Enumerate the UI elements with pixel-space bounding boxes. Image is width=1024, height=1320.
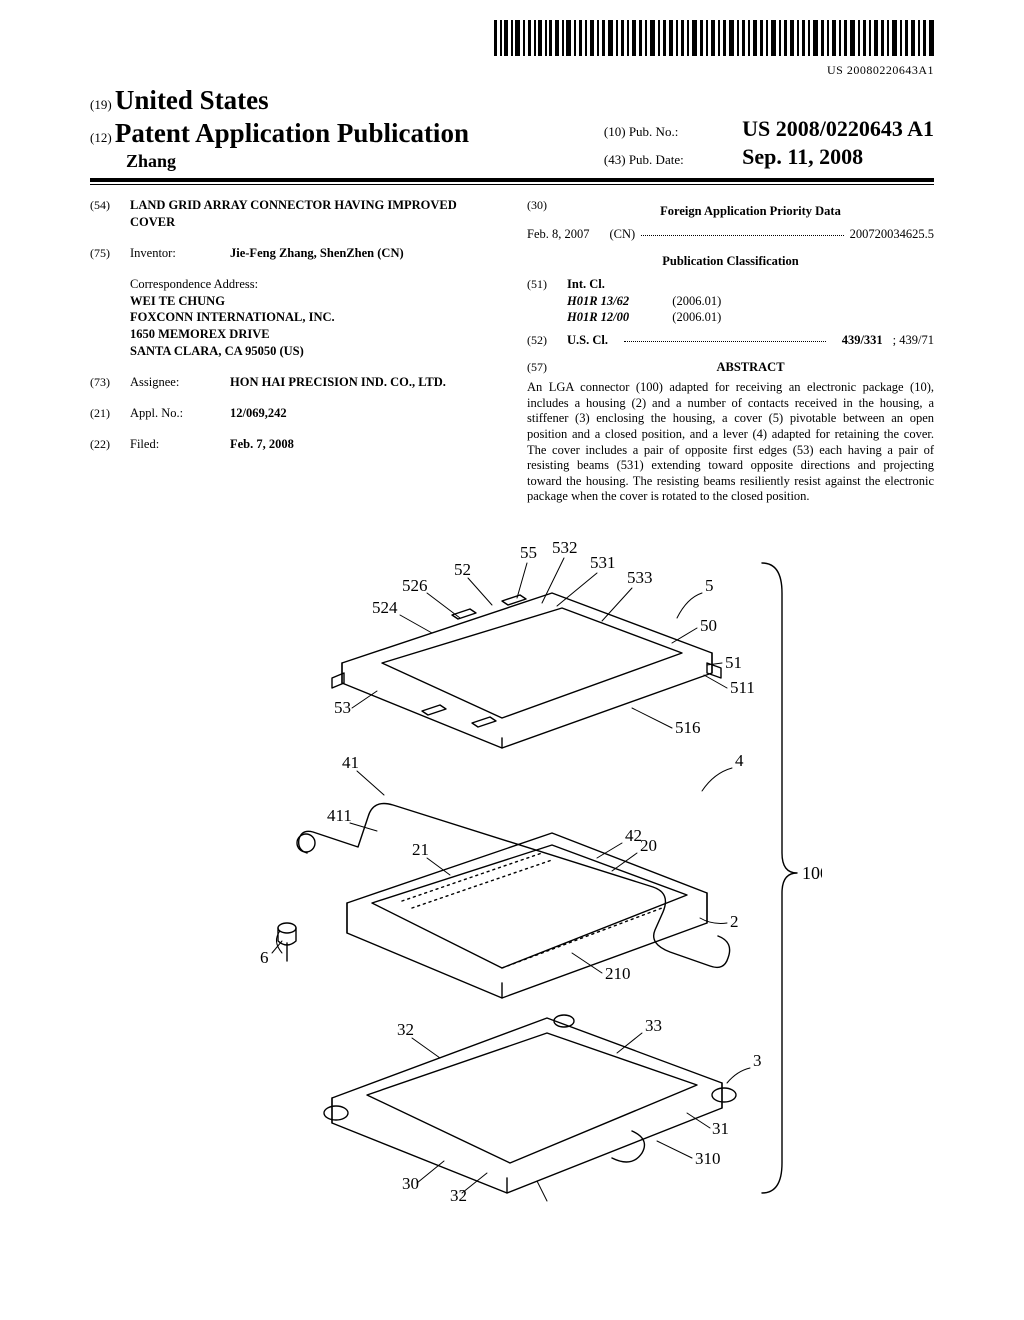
dotted-leader [641, 226, 843, 236]
code-43: (43) [604, 152, 626, 167]
svg-text:524: 524 [372, 598, 398, 617]
rule-thin [90, 184, 934, 185]
intcl-1-ver: (2006.01) [672, 294, 721, 308]
uscl-other: ; 439/71 [893, 332, 934, 349]
svg-text:532: 532 [552, 538, 578, 557]
assignee-label: Assignee: [130, 374, 220, 391]
svg-text:531: 531 [590, 553, 616, 572]
svg-text:6: 6 [260, 948, 269, 967]
code-21: (21) [90, 405, 120, 422]
code-54: (54) [90, 197, 120, 231]
svg-text:31: 31 [712, 1119, 729, 1138]
code-52: (52) [527, 332, 557, 349]
svg-text:511: 511 [730, 678, 755, 697]
biblio-right-column: (30) Foreign Application Priority Data F… [527, 197, 934, 505]
intcl-2-ver: (2006.01) [672, 310, 721, 324]
corr-line-3: 1650 MEMOREX DRIVE [130, 326, 497, 343]
inventor-label: Inventor: [130, 245, 220, 262]
correspondence-label: Correspondence Address: [130, 276, 497, 293]
abstract-text: An LGA connector (100) adapted for recei… [527, 380, 934, 505]
code-19: (19) [90, 97, 112, 112]
svg-text:55: 55 [520, 543, 537, 562]
author-name: Zhang [126, 151, 469, 172]
code-12: (12) [90, 130, 112, 145]
svg-text:32: 32 [397, 1020, 414, 1039]
svg-text:533: 533 [627, 568, 653, 587]
header-line-19: (19) United States [90, 85, 469, 116]
housing-part [347, 833, 707, 998]
uscl-label: U.S. Cl. [567, 332, 608, 349]
code-75: (75) [90, 245, 120, 262]
uscl-main: 439/331 [842, 332, 883, 349]
invention-title: LAND GRID ARRAY CONNECTOR HAVING IMPROVE… [130, 197, 497, 231]
svg-text:50: 50 [700, 616, 717, 635]
abstract-heading: ABSTRACT [567, 359, 934, 376]
svg-text:41: 41 [342, 753, 359, 772]
code-73: (73) [90, 374, 120, 391]
applno-value: 12/069,242 [230, 405, 497, 422]
applno-label: Appl. No.: [130, 405, 220, 422]
svg-text:3: 3 [753, 1051, 762, 1070]
code-30: (30) [527, 197, 557, 226]
pub-no: US 2008/0220643 A1 [742, 116, 934, 141]
filed-label: Filed: [130, 436, 220, 453]
corr-line-4: SANTA CLARA, CA 95050 (US) [130, 343, 497, 360]
svg-text:310: 310 [695, 1149, 721, 1168]
inventor-name: Jie-Feng Zhang, ShenZhen (CN) [230, 245, 497, 262]
filed-value: Feb. 7, 2008 [230, 436, 497, 453]
barcode: US 20080220643A1 [494, 20, 934, 78]
priority-number: 200720034625.5 [850, 226, 934, 243]
patent-figure: 100 [90, 523, 934, 1208]
code-51: (51) [527, 276, 557, 327]
dotted-leader-2 [624, 332, 826, 342]
priority-country: (CN) [610, 226, 636, 243]
pub-no-label: Pub. No.: [629, 124, 739, 140]
code-22: (22) [90, 436, 120, 453]
svg-text:53: 53 [334, 698, 351, 717]
barcode-region: US 20080220643A1 [90, 20, 934, 79]
ref-100: 100 [802, 863, 822, 883]
svg-text:52: 52 [454, 560, 471, 579]
intcl-2: H01R 12/00 [567, 310, 629, 324]
svg-text:30: 30 [402, 1174, 419, 1193]
pub-classification-heading: Publication Classification [527, 253, 934, 270]
pub-no-row: (10) Pub. No.: US 2008/0220643 A1 [604, 116, 934, 142]
rule-thick [90, 178, 934, 182]
priority-row: Feb. 8, 2007 (CN) 200720034625.5 [527, 226, 934, 243]
barcode-text: US 20080220643A1 [494, 63, 934, 78]
svg-text:51: 51 [725, 653, 742, 672]
svg-text:32: 32 [450, 1186, 467, 1203]
intcl-1: H01R 13/62 [567, 294, 629, 308]
corr-line-1: WEI TE CHUNG [130, 293, 497, 310]
svg-text:20: 20 [640, 836, 657, 855]
svg-text:34: 34 [540, 1200, 558, 1203]
svg-text:526: 526 [402, 576, 428, 595]
svg-text:21: 21 [412, 840, 429, 859]
svg-text:210: 210 [605, 964, 631, 983]
header-line-12: (12) Patent Application Publication [90, 118, 469, 149]
pub-date-label: Pub. Date: [629, 152, 739, 168]
pub-date-row: (43) Pub. Date: Sep. 11, 2008 [604, 144, 934, 170]
lever-part [297, 804, 730, 968]
biblio-left-column: (54) LAND GRID ARRAY CONNECTOR HAVING IM… [90, 197, 497, 505]
code-10: (10) [604, 124, 626, 139]
country: United States [115, 85, 269, 115]
assignee-name: HON HAI PRECISION IND. CO., LTD. [230, 374, 497, 391]
svg-text:516: 516 [675, 718, 701, 737]
priority-date: Feb. 8, 2007 [527, 226, 590, 243]
code-57: (57) [527, 359, 557, 380]
svg-text:411: 411 [327, 806, 352, 825]
intcl-label: Int. Cl. [567, 276, 721, 293]
pub-type: Patent Application Publication [115, 118, 469, 148]
stiffener-part [324, 1015, 736, 1193]
corr-line-2: FOXCONN INTERNATIONAL, INC. [130, 309, 497, 326]
svg-text:2: 2 [730, 912, 739, 931]
foreign-priority-heading: Foreign Application Priority Data [567, 203, 934, 220]
svg-text:33: 33 [645, 1016, 662, 1035]
svg-text:4: 4 [735, 751, 744, 770]
svg-text:5: 5 [705, 576, 714, 595]
pub-date: Sep. 11, 2008 [742, 144, 863, 169]
